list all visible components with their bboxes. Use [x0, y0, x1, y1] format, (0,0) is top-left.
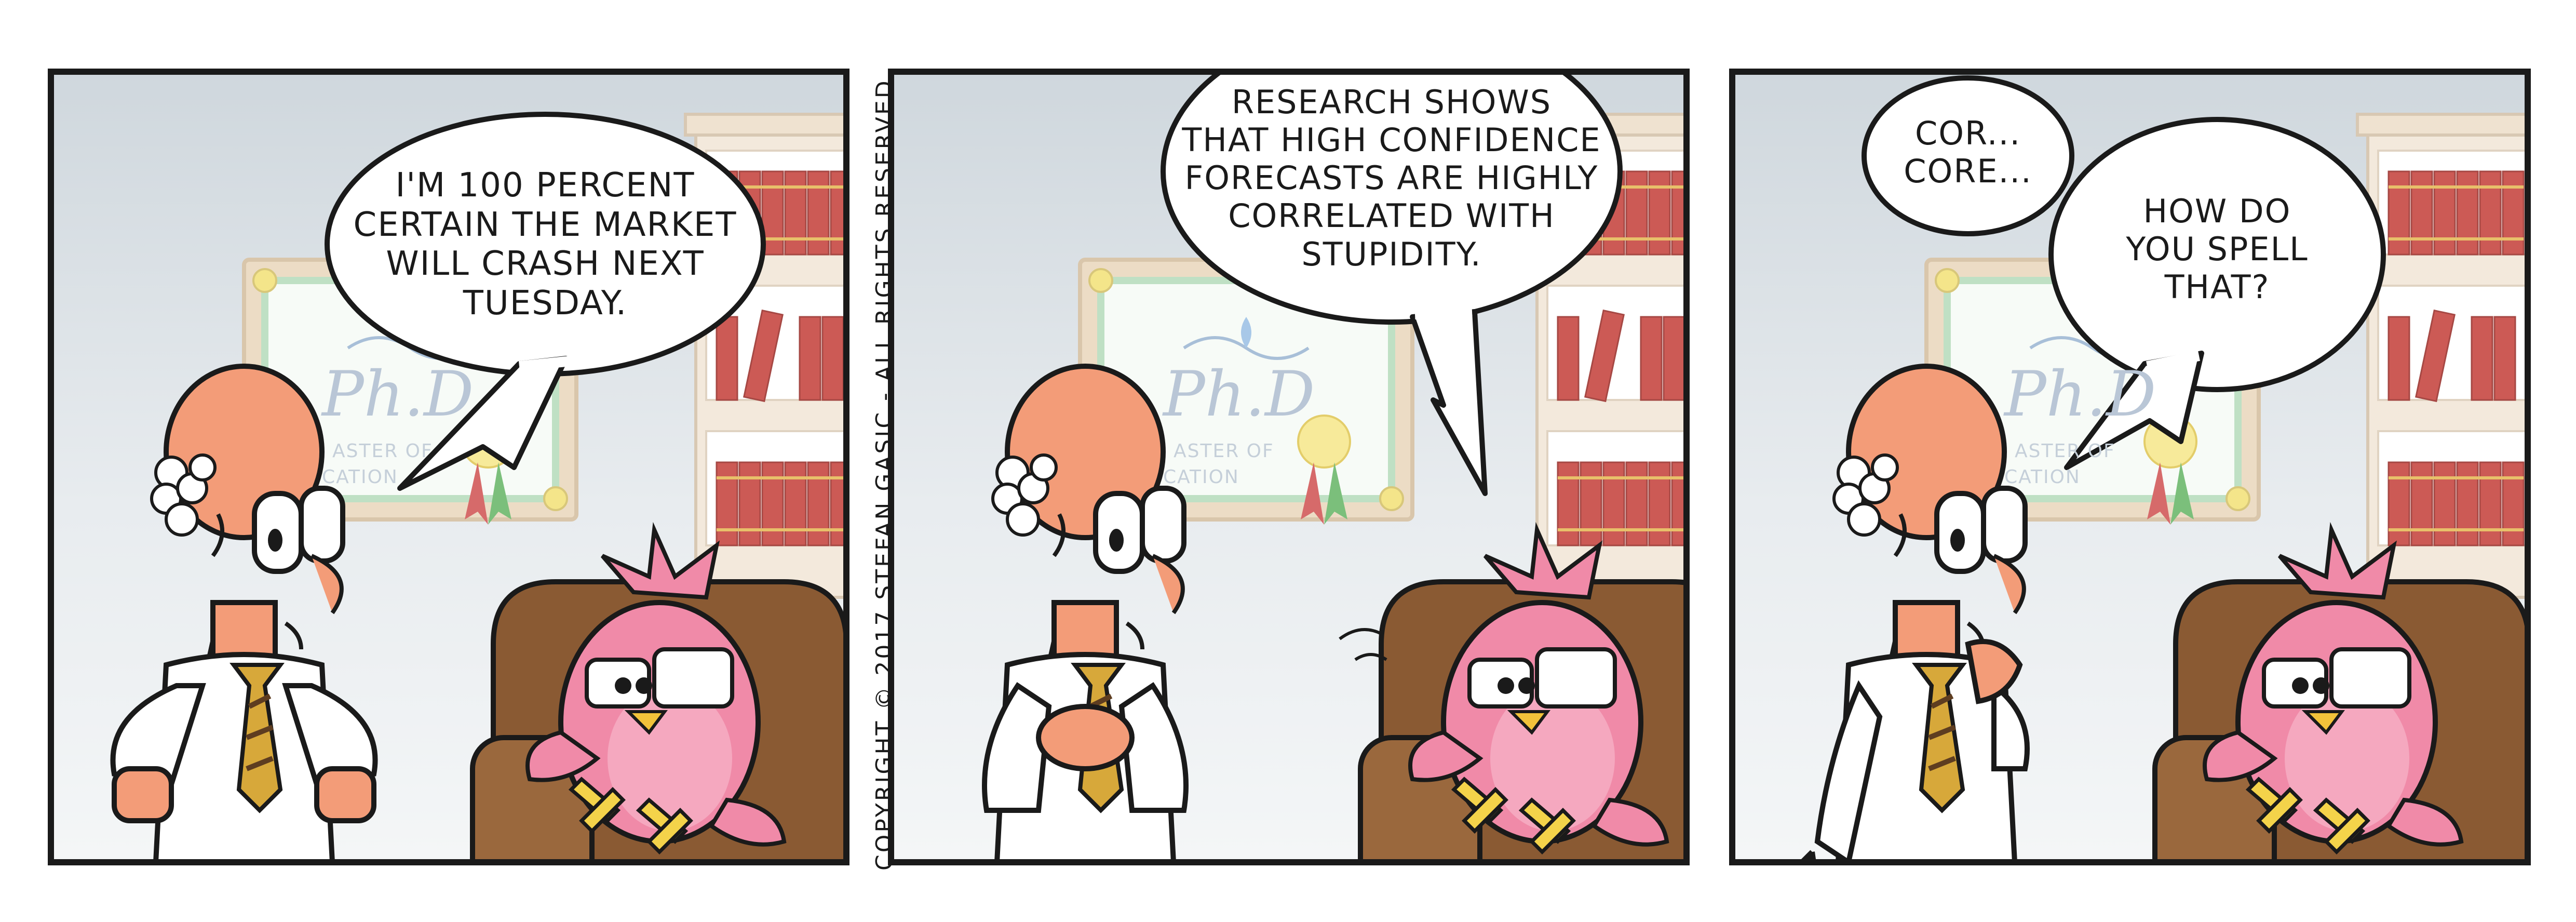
diploma-sub-right-1: CATION — [322, 466, 398, 488]
diploma-sub-left-1: ASTER OF — [332, 440, 433, 462]
diploma-sub-right-2: CATION — [1163, 466, 1239, 488]
panel-2-speech-text: RESEARCH SHOWS THAT HIGH CONFIDENCE FORE… — [1182, 83, 1601, 273]
panel-2 — [891, 72, 1687, 862]
panel-3-speech-text-2: HOW DO YOU SPELL THAT? — [2126, 192, 2309, 306]
panel-1 — [51, 72, 846, 862]
diploma-sub-left-3: ASTER OF — [2015, 440, 2115, 462]
diploma-degree-3: Ph.D — [2003, 358, 2156, 431]
diploma-degree-1: Ph.D — [321, 358, 474, 431]
diploma-sub-right-3: CATION — [2004, 466, 2081, 488]
panel-3 — [1732, 72, 2528, 862]
diploma-sub-left-2: ASTER OF — [1174, 440, 1274, 462]
copyright-notice: COPYRIGHT © 2017 STEFAN GASIC - ALL RIGH… — [871, 78, 898, 871]
diploma-degree-2: Ph.D — [1162, 358, 1315, 431]
panel-1-speech-text: I'M 100 PERCENT CERTAIN THE MARKET WILL … — [353, 166, 737, 323]
panel-3-speech-text-1: COR... CORE... — [1904, 114, 2032, 191]
